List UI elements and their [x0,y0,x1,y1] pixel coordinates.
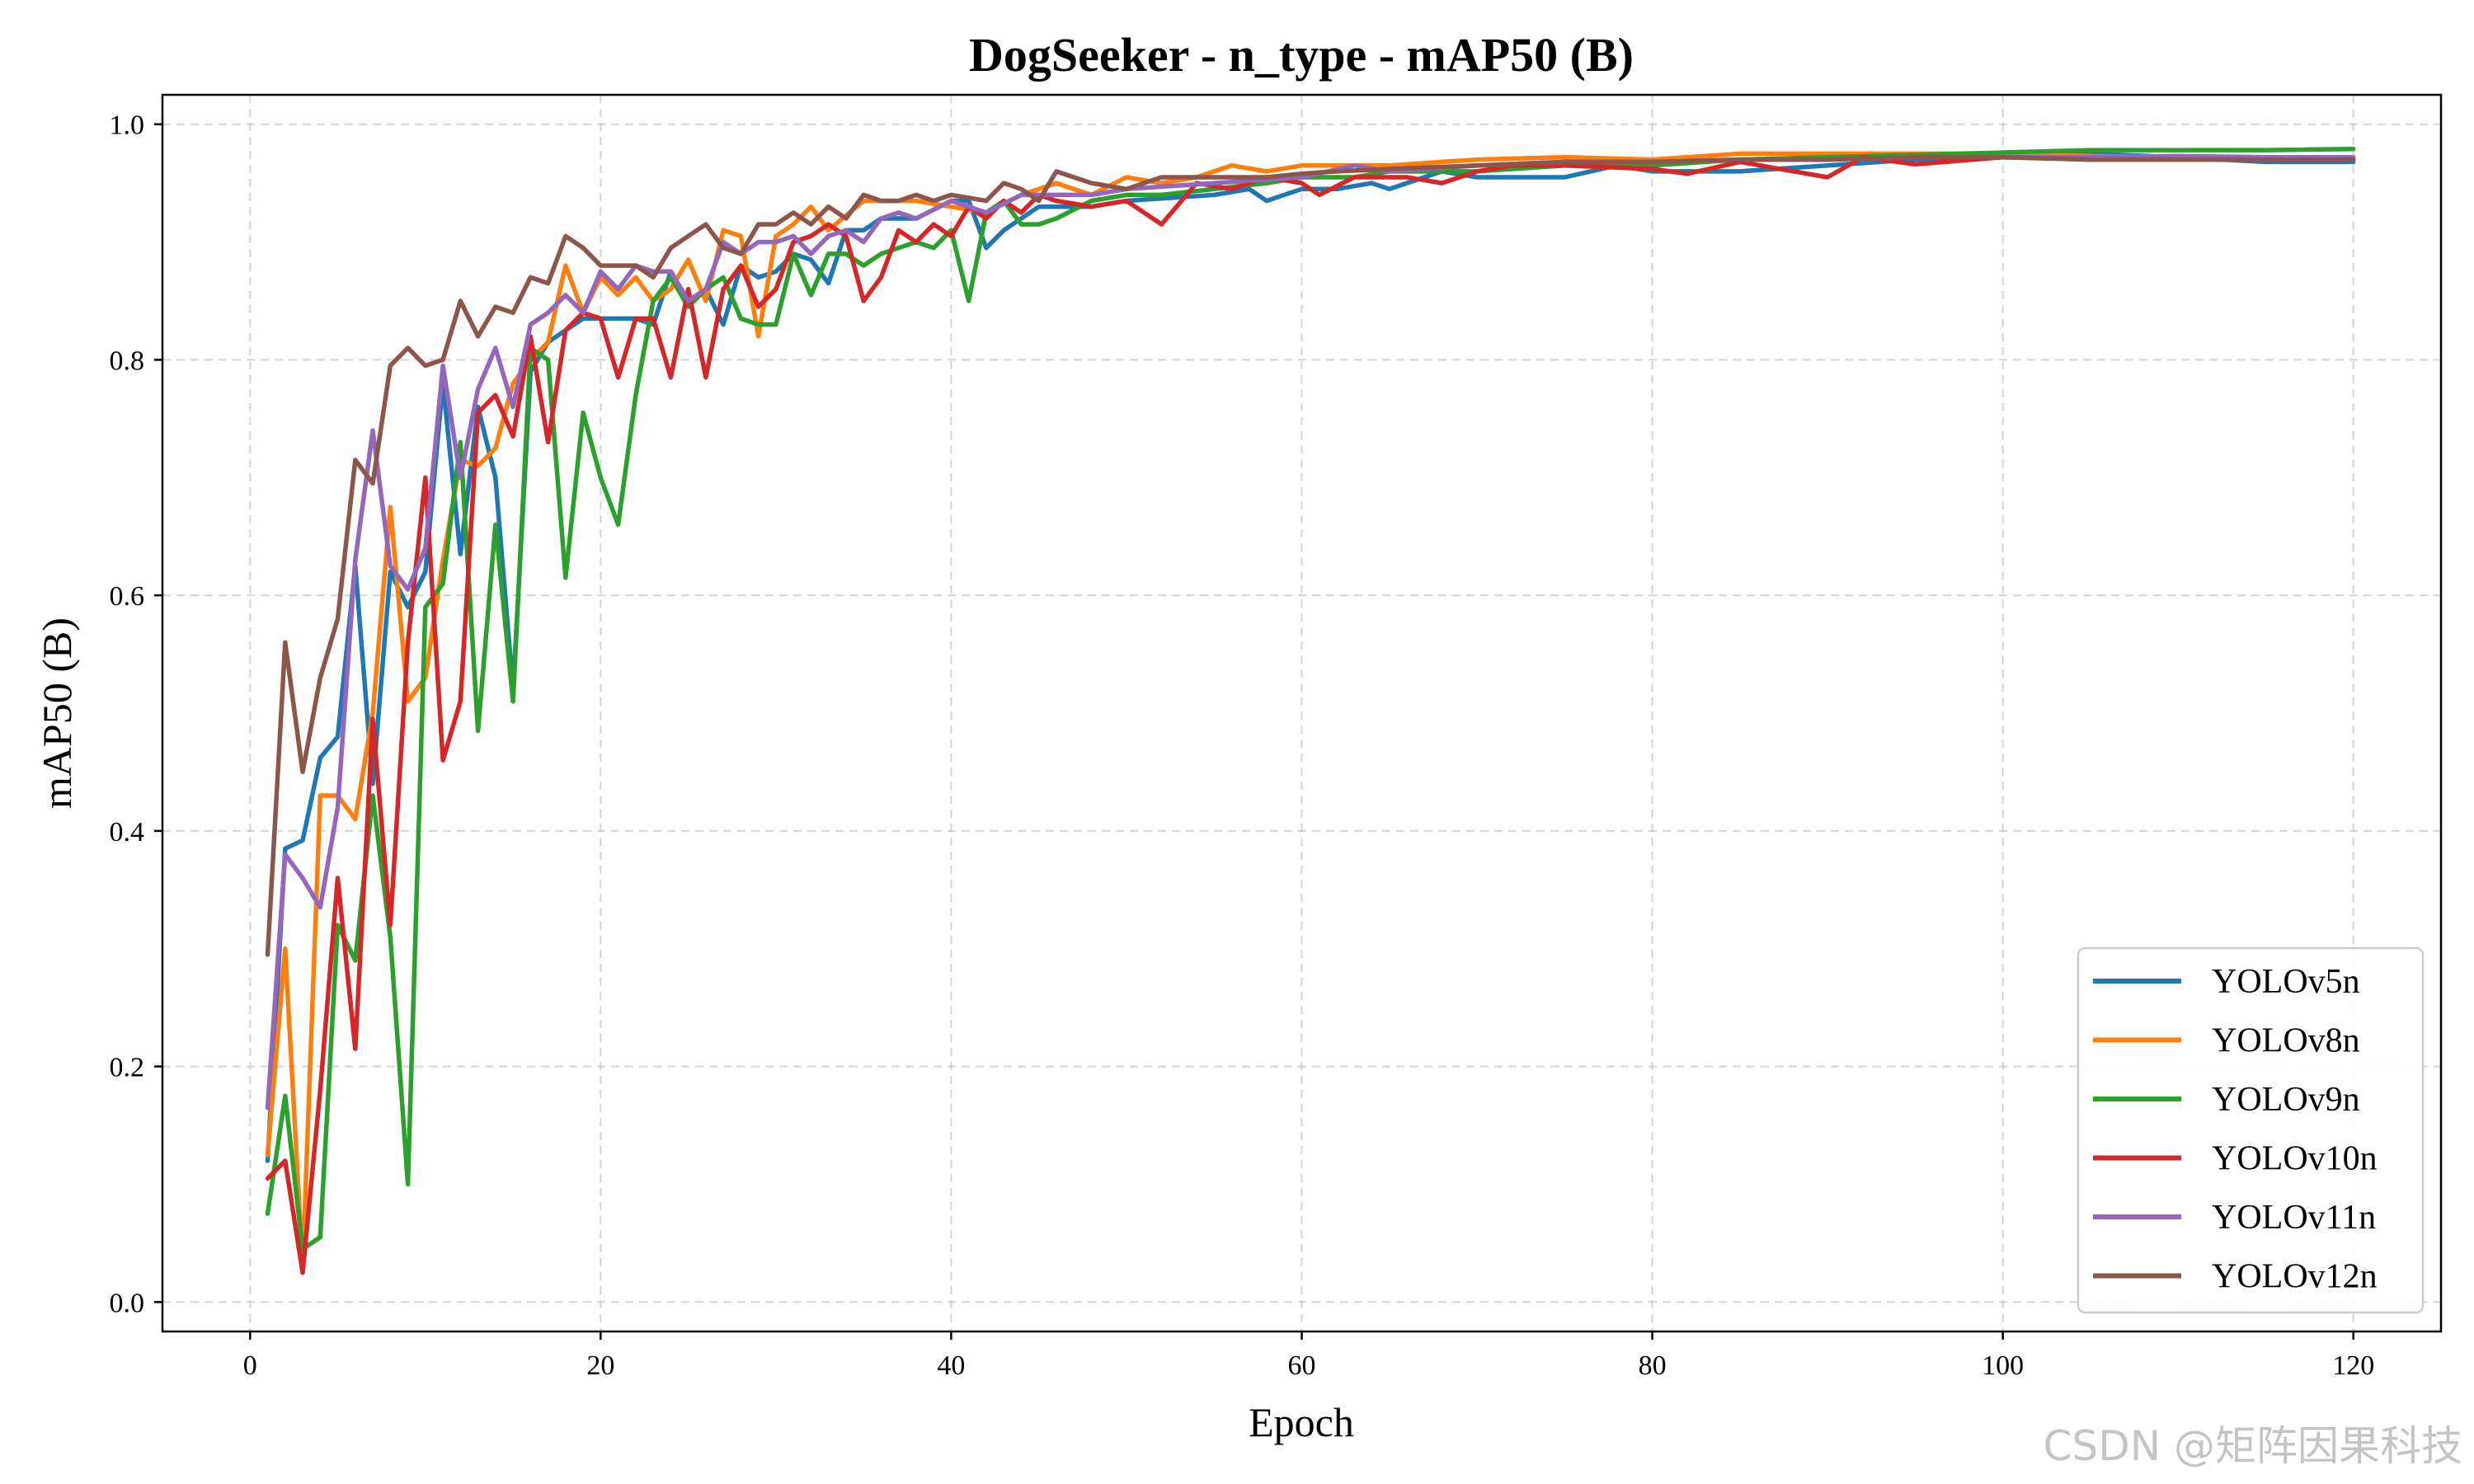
x-tick-label: 20 [586,1350,614,1381]
x-tick-label: 120 [2332,1350,2374,1381]
watermark-text: CSDN @矩阵因果科技 [2043,1422,2462,1470]
y-tick-label: 0.4 [110,817,145,848]
y-tick-label: 0.8 [110,345,145,376]
axis-ticks: 0 20 40 60 80 100 120 0.0 0.2 0.4 0.6 0.8 1.0 [110,110,2375,1381]
x-tick-label: 40 [937,1350,965,1381]
legend: YOLOv5n YOLOv8n YOLOv9n YOLOv10n YOLOv11n YOL… [2077,946,2425,1314]
y-axis-label: mAP50 (B) [34,618,80,809]
chart-title: DogSeeker - n_type - mAP50 (B) [969,28,1634,82]
legend-label-yolov11n: YOLOv11n [2212,1199,2376,1237]
y-tick-label: 0.2 [110,1053,145,1083]
legend-label-yolov10n: YOLOv10n [2212,1140,2378,1178]
legend-label-yolov5n: YOLOv5n [2212,963,2360,1001]
legend-label-yolov8n: YOLOv8n [2212,1022,2360,1060]
x-tick-label: 0 [243,1350,257,1381]
legend-label-yolov9n: YOLOv9n [2212,1081,2360,1119]
x-tick-label: 100 [1982,1350,2024,1381]
series-line-yolov12n [265,154,2356,957]
series-line-yolov11n [265,153,2356,1111]
x-axis-label: Epoch [1249,1399,1354,1445]
y-tick-label: 1.0 [110,110,145,141]
series-line-yolov10n [265,154,2356,1275]
x-tick-label: 80 [1639,1350,1667,1381]
y-tick-label: 0.0 [110,1288,145,1318]
x-tick-label: 60 [1288,1350,1316,1381]
legend-label-yolov12n: YOLOv12n [2212,1258,2378,1296]
y-tick-label: 0.6 [110,581,145,612]
series-lines [265,146,2356,1275]
